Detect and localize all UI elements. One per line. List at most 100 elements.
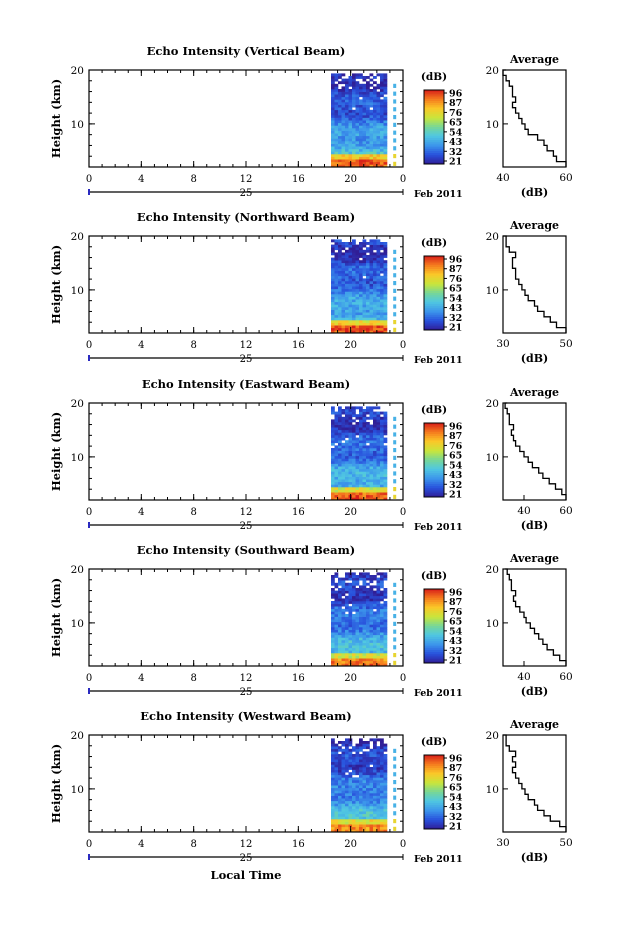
heatmap-cell: [345, 777, 349, 781]
heatmap-cell: [393, 756, 397, 761]
heatmap-cell: [338, 327, 342, 331]
heatmap-cell: [376, 138, 381, 142]
heatmap-cell: [366, 109, 370, 113]
heatmap-cell: [345, 435, 349, 438]
heatmap-cell: [348, 614, 353, 617]
heatmap-cell: [362, 448, 367, 451]
heatmap-cell: [380, 813, 384, 817]
heatmap-cell: [373, 829, 377, 833]
heatmap-cell: [380, 487, 384, 490]
heatmap-cell: [373, 99, 377, 103]
heatmap-cell: [338, 411, 342, 415]
heatmap-cell: [383, 769, 388, 773]
heatmap-cell: [355, 645, 360, 649]
colorbar-segment: [424, 94, 444, 97]
heatmap-cell: [373, 455, 377, 459]
colorbar-tick-label: 54: [449, 626, 463, 637]
average-x-tick-label: 40: [517, 505, 530, 517]
heatmap-cell: [352, 242, 356, 245]
heatmap-cell: [373, 795, 377, 799]
heatmap-cell: [331, 268, 335, 271]
heatmap-cell: [334, 759, 339, 763]
heatmap-cell: [341, 317, 346, 321]
heatmap-cell: [362, 239, 367, 243]
heatmap-cell: [376, 806, 381, 809]
heatmap-cell: [341, 278, 346, 282]
heatmap-cell: [338, 442, 342, 446]
heatmap-cell: [334, 257, 339, 261]
heatmap-cell: [334, 275, 339, 279]
heatmap-cell: [348, 312, 353, 316]
colorbar-segment: [424, 425, 444, 428]
average-frame: [502, 402, 567, 501]
heatmap-cell: [393, 795, 397, 800]
heatmap-cell: [383, 265, 388, 269]
heatmap-cell: [352, 320, 356, 323]
heatmap-cell: [359, 294, 363, 297]
heatmap-cell: [380, 294, 384, 297]
heatmap-cell: [348, 650, 353, 654]
heatmap-cell: [348, 427, 353, 431]
heatmap-cell: [355, 759, 360, 763]
x-tick-label: 0: [86, 174, 92, 185]
heatmap-cell: [352, 450, 356, 454]
heatmap-cell: [334, 647, 339, 651]
heatmap-cell: [373, 806, 377, 809]
heatmap-cell: [348, 419, 353, 423]
heatmap-cell: [338, 270, 342, 274]
heatmap-cell: [334, 453, 339, 457]
heatmap-cell: [338, 104, 342, 108]
heatmap-cell: [355, 320, 360, 323]
panel-title: Echo Intensity (Northward Beam): [137, 210, 355, 224]
heatmap-cell: [383, 621, 388, 625]
heatmap-cell: [345, 288, 349, 292]
heatmap-cell: [352, 135, 356, 139]
heatmap-cell: [341, 122, 346, 126]
heatmap-cell: [380, 756, 384, 760]
heatmap-cell: [380, 260, 384, 264]
heatmap-cell: [362, 437, 367, 441]
heatmap-cell: [345, 291, 349, 295]
colorbar-segment: [424, 781, 444, 784]
heatmap-cell: [383, 278, 388, 282]
heatmap-cell: [380, 81, 384, 85]
heatmap-cell: [380, 774, 384, 778]
heatmap-cell: [362, 787, 367, 791]
heatmap-cell: [352, 249, 356, 253]
heatmap-cell: [376, 296, 381, 300]
heatmap-cell: [383, 102, 388, 105]
colorbar-segment: [424, 306, 444, 309]
heatmap-cell: [345, 756, 349, 760]
heatmap-cell: [366, 468, 370, 472]
heatmap-cell: [345, 275, 349, 279]
heatmap-cell: [359, 304, 363, 308]
heatmap-cell: [341, 78, 346, 82]
heatmap-cell: [352, 89, 356, 92]
heatmap-cell: [376, 492, 381, 496]
heatmap-cell: [345, 301, 349, 305]
heatmap-cell: [369, 767, 374, 770]
heatmap-cell: [393, 660, 397, 665]
heatmap-cell: [380, 133, 384, 137]
heatmap-cell: [366, 255, 370, 258]
heatmap-cell: [348, 619, 353, 623]
heatmap-cell: [376, 461, 381, 464]
heatmap-cell: [373, 299, 377, 303]
heatmap-cell: [369, 660, 374, 664]
heatmap-cell: [331, 479, 335, 483]
heatmap-cell: [345, 806, 349, 809]
heatmap-cell: [373, 325, 377, 329]
heatmap-cell: [376, 824, 381, 828]
heatmap-cell: [376, 748, 381, 752]
heatmap-cell: [383, 821, 388, 825]
day-label: 25: [240, 354, 253, 365]
heatmap-cell: [359, 624, 363, 628]
heatmap-cell: [355, 824, 360, 828]
heatmap-cell: [376, 239, 381, 243]
heatmap-cell: [331, 81, 335, 85]
heatmap-cell: [341, 107, 346, 111]
heatmap-cell: [376, 278, 381, 282]
heatmap-cell: [373, 759, 377, 763]
heatmap-cell: [352, 614, 356, 617]
heatmap-cell: [393, 122, 397, 127]
